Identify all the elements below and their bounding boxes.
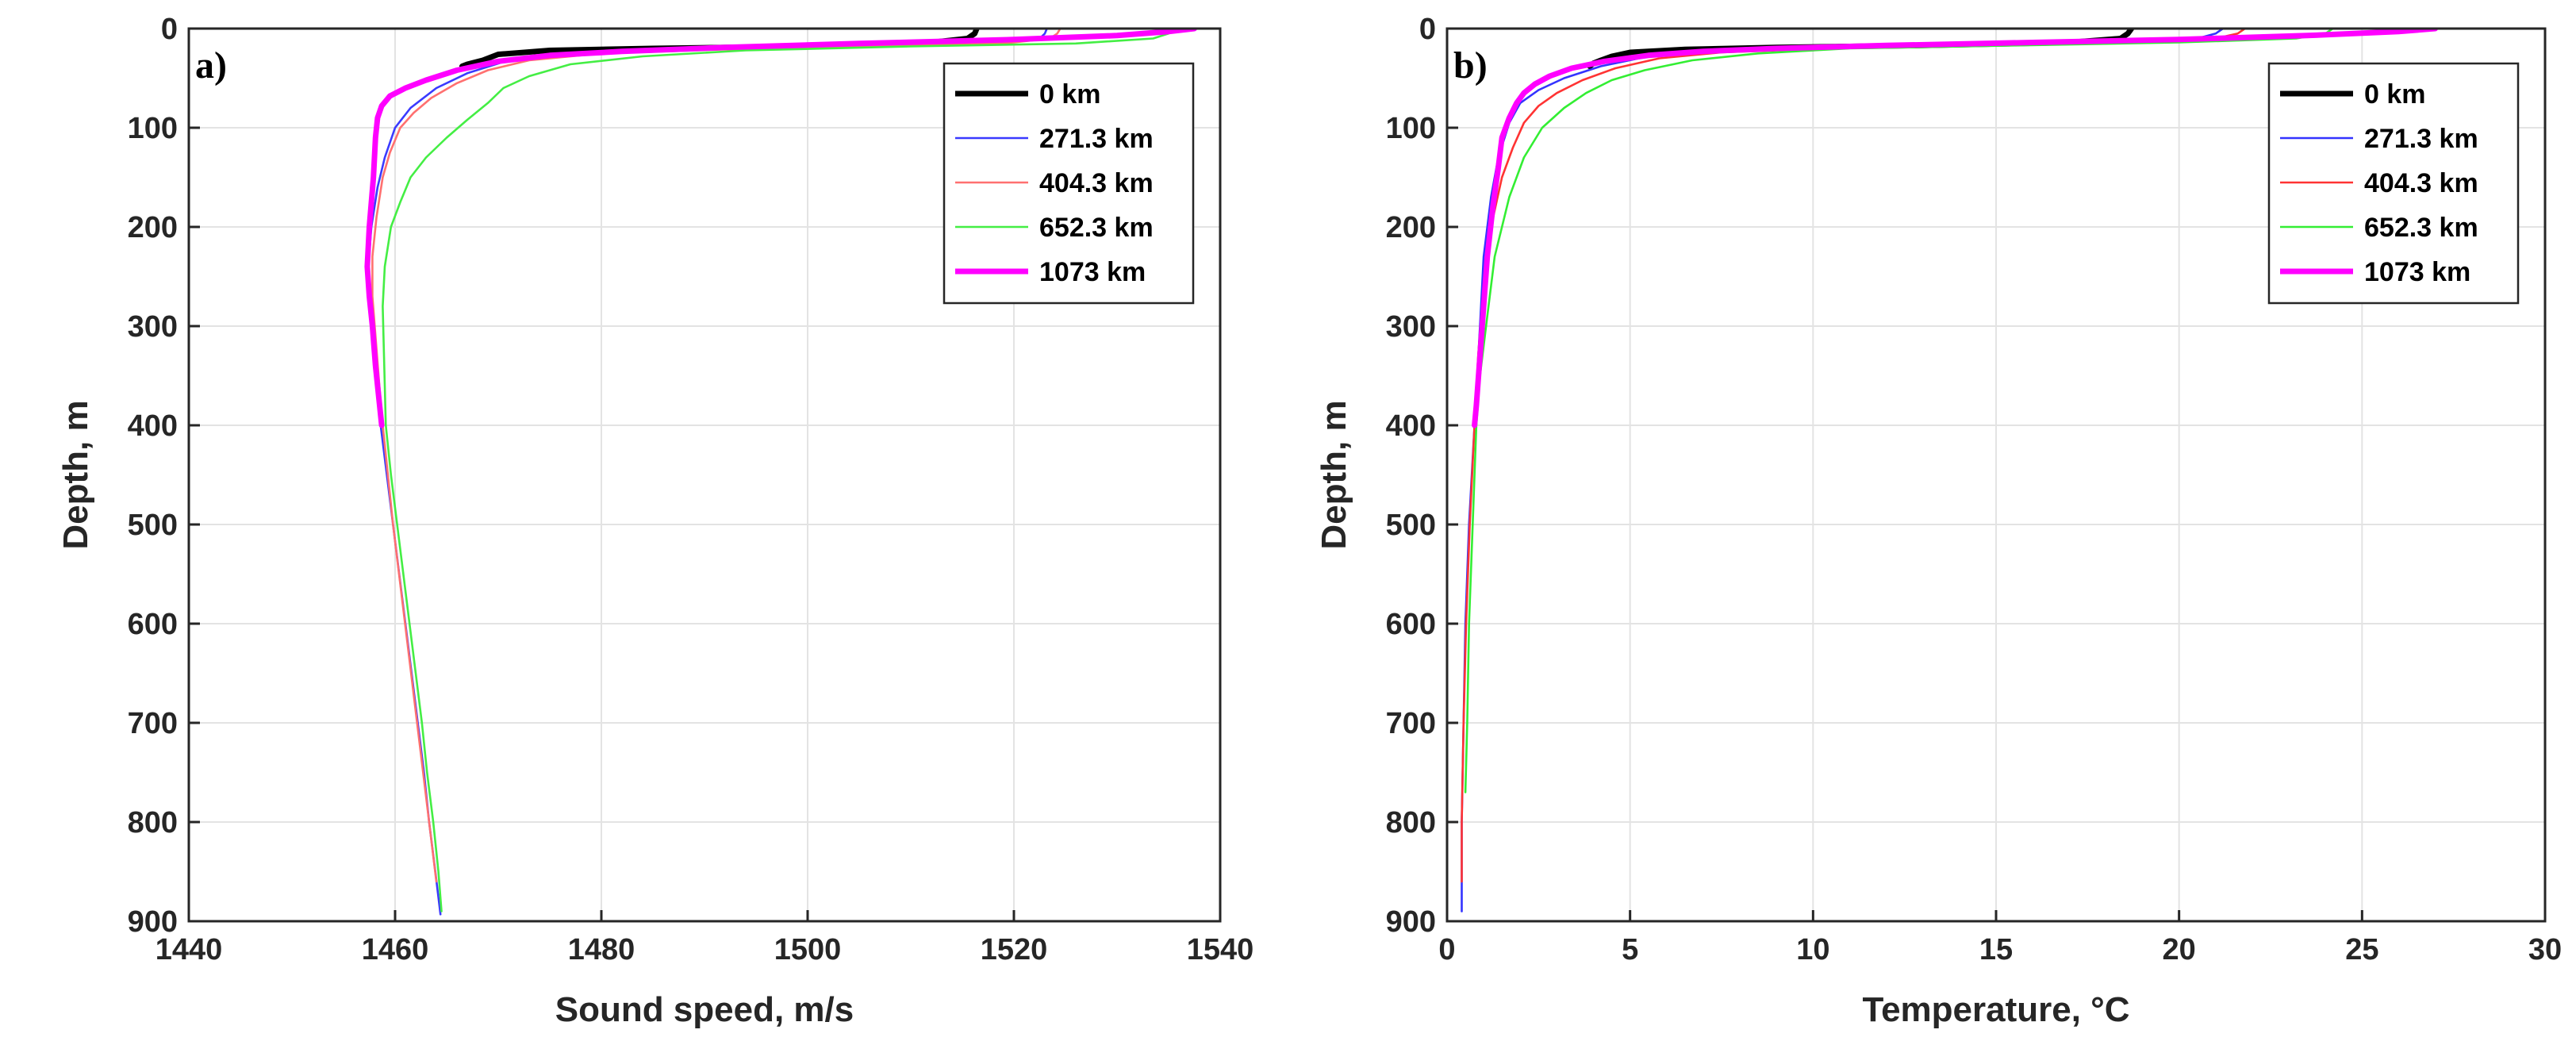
chart-b-xtick-label: 5 [1622,933,1638,966]
chart-a-ytick-label: 500 [128,509,178,542]
chart-b-ytick-label: 0 [1419,13,1436,46]
chart-b-legend-label-652-3-km: 652.3 km [2364,213,2478,243]
chart-a-ytick-label: 200 [128,211,178,244]
chart-a-xtick-label: 1540 [1187,933,1254,966]
chart-b-ytick-label: 900 [1386,905,1436,939]
chart-a-series-1073-km [364,29,1197,428]
chart-b-legend-label-1073-km: 1073 km [2364,257,2470,287]
chart-a-ytick-label: 600 [128,608,178,641]
chart-a-series-group [364,29,1197,916]
chart-a-ytick-label: 800 [128,806,178,839]
chart-b-xtick-label: 10 [1796,933,1829,966]
chart-b-ytick-label: 800 [1386,806,1436,839]
chart-b-legend-label-0-km: 0 km [2364,79,2426,109]
chart-b-xlabel: Temperature, °C [1862,990,2129,1029]
chart-b-ylabel: Depth, m [1315,400,1353,549]
chart-b-ytick-label: 500 [1386,509,1436,542]
chart-b-xtick-label: 0 [1438,933,1455,966]
chart-a-legend-label-1073-km: 1073 km [1039,257,1146,287]
chart-a-ytick-label: 300 [128,310,178,344]
chart-b-ytick-label: 400 [1386,409,1436,443]
chart-b-ytick-label: 700 [1386,707,1436,740]
chart-b-panel-label: b) [1453,44,1488,86]
chart-a-panel-label: a) [195,44,227,86]
chart-a-xlabel: Sound speed, m/s [555,990,854,1029]
chart-b: 0 5 10 15 20 25 300100200300400500600700800900… [1315,13,2562,1029]
chart-a-legend-label-652-3-km: 652.3 km [1039,213,1154,243]
chart-b-series-1073-km [1472,29,2439,428]
chart-b-ytick-label: 600 [1386,608,1436,641]
chart-b-xtick-label: 25 [2345,933,2378,966]
chart-a-xtick-label: 1460 [362,933,429,966]
chart-a-ytick-label: 100 [128,112,178,145]
chart-a-ylabel: Depth, m [56,400,95,549]
chart-a-xtick-label: 1440 [155,933,223,966]
chart-b-xtick-label: 15 [1979,933,2013,966]
chart-a-ytick-label: 400 [128,409,178,443]
chart-b-legend-label-404-3-km: 404.3 km [2364,168,2478,198]
chart-a: 1440 1460 1480 1500 1520 1540 0 100 200 300 400 500… [56,13,1253,1029]
chart-a-ytick-label: 0 [161,13,178,46]
chart-a-legend: 0 km 271.3 km 404.3 km 652.3 km 1073 km [942,62,1195,305]
chart-a-xtick-label: 1480 [568,933,635,966]
chart-a-xtick-label: 1520 [981,933,1048,966]
chart-b-ytick-label: 200 [1386,211,1436,244]
chart-a-ytick-label: 700 [128,707,178,740]
chart-a-xtick-label: 1500 [774,933,842,966]
chart-b-xtick-label: 30 [2528,933,2562,966]
chart-b-ytick-label: 300 [1386,310,1436,344]
chart-a-legend-label-404-3-km: 404.3 km [1039,168,1154,198]
chart-b-ytick-label: 100 [1386,112,1436,145]
chart-a-axes-box [187,27,1222,923]
chart-b-legend-label-271-3-km: 271.3 km [2364,124,2478,154]
chart-b-xtick-label: 20 [2163,933,2196,966]
chart-a-legend-label-271-3-km: 271.3 km [1039,124,1154,154]
chart-a-series-652-3-km [382,29,1175,912]
chart-b-legend: 0 km 271.3 km 404.3 km 652.3 km 1073 km [2267,62,2520,305]
chart-a-legend-label-0-km: 0 km [1039,79,1101,109]
chart-a-ytick-label: 900 [128,905,178,939]
chart-b-series-group [1461,29,2439,912]
